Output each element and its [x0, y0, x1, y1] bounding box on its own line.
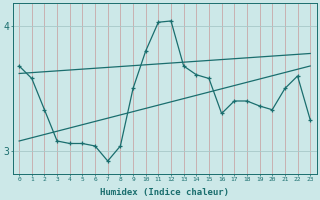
X-axis label: Humidex (Indice chaleur): Humidex (Indice chaleur) [100, 188, 229, 197]
